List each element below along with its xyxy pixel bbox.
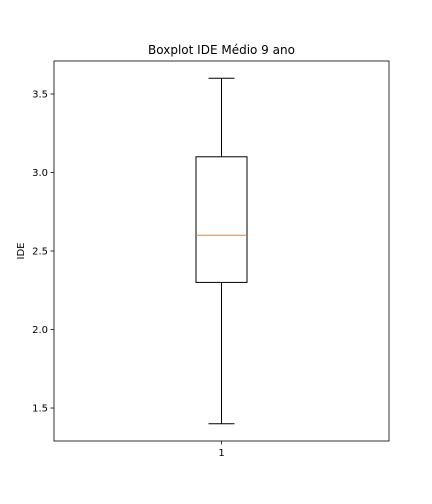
y-tick-label: 3.5 (32, 89, 48, 100)
x-tick-label: 1 (218, 448, 224, 459)
y-tick-label: 1.5 (32, 404, 48, 415)
y-axis: 1.5 2.0 2.5 3.0 3.5 (32, 89, 54, 415)
iqr-box (195, 156, 248, 283)
y-tick-label: 3.0 (32, 168, 48, 179)
y-tick-label: 2.0 (32, 325, 48, 336)
y-tick-label: 2.5 (32, 247, 48, 258)
y-axis-label: IDE (16, 243, 27, 260)
box-series (195, 77, 248, 425)
chart-title: Boxplot IDE Médio 9 ano (148, 43, 295, 57)
x-axis: 1 (218, 441, 225, 459)
